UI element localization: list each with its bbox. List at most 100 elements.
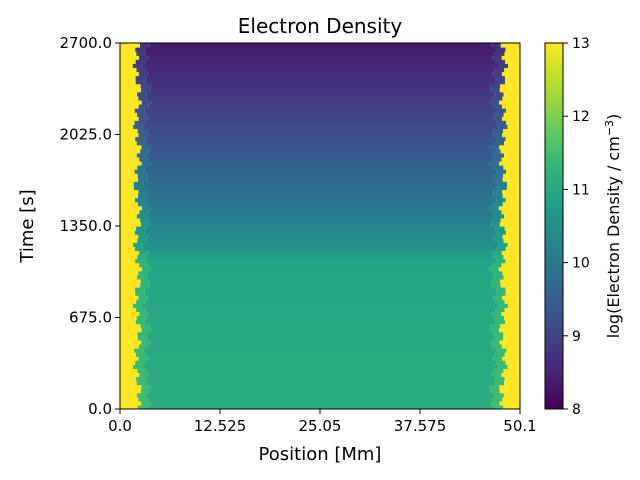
heat-cell: [489, 384, 500, 390]
heat-cell: [147, 396, 493, 402]
heat-cell: [494, 140, 505, 146]
heat-cell: [139, 250, 149, 256]
heat-cell: [120, 197, 136, 203]
heat-cell: [120, 169, 135, 174]
y-tick-label: 675.0: [69, 309, 112, 327]
heat-cell: [496, 230, 507, 235]
heat-cell: [120, 221, 142, 227]
heat-cell: [145, 352, 496, 357]
heat-cell: [120, 315, 137, 321]
heat-cell: [146, 67, 495, 73]
heat-cell: [495, 291, 506, 296]
heat-cell: [141, 221, 151, 227]
heat-cell: [120, 246, 135, 251]
heat-cell: [504, 226, 520, 231]
heat-cell: [120, 91, 138, 97]
heat-cell: [499, 400, 520, 406]
heat-cell: [146, 152, 495, 158]
heat-cell: [120, 360, 136, 365]
heat-cell: [147, 331, 494, 337]
heat-cell: [146, 274, 495, 280]
heat-cell: [496, 169, 507, 174]
heat-cell: [120, 95, 139, 101]
heat-cell: [141, 205, 152, 211]
x-tick-label: 37.575: [394, 417, 447, 435]
heat-cell: [148, 71, 493, 77]
heat-cell: [148, 132, 493, 138]
heat-cell: [144, 136, 497, 142]
heat-cell: [120, 83, 141, 89]
heat-cell: [120, 87, 141, 93]
heat-cell: [148, 55, 493, 60]
heat-cell: [147, 173, 494, 178]
heat-cell: [150, 83, 491, 89]
heat-cell: [499, 339, 520, 345]
heat-cell: [493, 368, 504, 373]
heat-cell: [120, 67, 137, 73]
heat-cell: [492, 270, 503, 276]
heat-cell: [492, 132, 503, 138]
heat-cell: [506, 108, 520, 113]
heat-cell: [138, 177, 148, 182]
heat-cell: [501, 71, 520, 77]
heat-cell: [505, 360, 520, 365]
heat-cell: [151, 160, 490, 166]
heat-cell: [120, 165, 138, 170]
heat-cell: [120, 124, 134, 129]
heat-cell: [150, 323, 491, 329]
heat-cell: [141, 144, 152, 150]
heat-cell: [506, 230, 520, 235]
heat-cell: [120, 189, 139, 195]
heat-cell: [120, 303, 133, 308]
heat-cell: [151, 327, 490, 333]
heat-cell: [497, 185, 507, 190]
heat-cell: [501, 156, 520, 162]
heat-cell: [141, 339, 151, 345]
heat-cell: [148, 356, 493, 361]
heat-cell: [495, 258, 506, 264]
heat-cell: [146, 254, 494, 260]
heat-cell: [147, 177, 494, 182]
heat-cell: [507, 242, 520, 247]
heat-cell: [141, 266, 152, 272]
heat-cell: [494, 152, 504, 158]
heat-cell: [120, 55, 140, 60]
heat-cell: [506, 348, 520, 353]
heat-cell: [503, 331, 520, 337]
heat-cell: [120, 201, 139, 207]
heat-cell: [146, 213, 495, 219]
heat-cell: [133, 181, 144, 186]
heat-cell: [136, 140, 147, 146]
heat-cell: [120, 79, 136, 85]
heat-cell: [147, 234, 493, 239]
heat-cell: [493, 331, 504, 337]
heat-cell: [146, 112, 495, 117]
heat-cell: [493, 193, 503, 199]
heat-cell: [132, 63, 143, 68]
heat-cell: [133, 124, 143, 129]
heat-cell: [151, 384, 490, 390]
heat-cell: [120, 59, 136, 64]
heat-cell: [149, 148, 492, 154]
heat-cell: [120, 238, 138, 243]
heat-cell: [494, 392, 504, 398]
heat-cell: [136, 152, 147, 158]
heat-cell: [134, 348, 144, 353]
heat-cell: [503, 152, 520, 158]
heat-cell: [504, 213, 520, 219]
heat-cell: [141, 327, 152, 333]
heat-cell: [120, 234, 139, 239]
heat-cell: [120, 132, 139, 138]
heat-cell: [493, 201, 503, 207]
heat-cell: [490, 83, 501, 89]
heat-cell: [503, 368, 520, 373]
heat-cell: [148, 250, 493, 256]
heat-cell: [500, 148, 520, 154]
heat-cell: [501, 250, 520, 256]
x-tick-label: 25.05: [299, 417, 342, 435]
heat-cell: [494, 51, 505, 56]
heat-cell: [146, 368, 494, 373]
heat-cell: [148, 209, 492, 215]
heat-cell: [495, 376, 505, 382]
heat-cell: [502, 104, 520, 109]
